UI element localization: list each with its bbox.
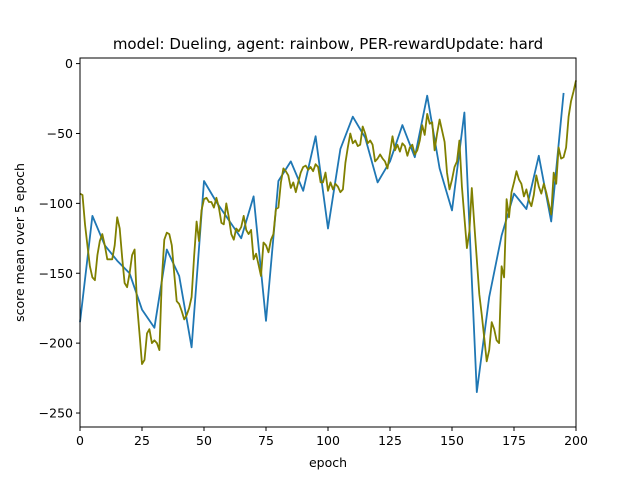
y-tick-label: −250: [39, 406, 73, 421]
x-tick-label: 50: [196, 433, 212, 448]
y-tick-label: −50: [47, 126, 73, 141]
y-axis-ticks: 0 −50 −100 −150 −200 −250: [39, 56, 80, 421]
plot-lines: [79, 80, 577, 394]
y-tick-label: −200: [39, 336, 73, 351]
y-tick-label: −150: [39, 266, 73, 281]
x-tick-label: 75: [258, 433, 274, 448]
chart-title: model: Dueling, agent: rainbow, PER-rewa…: [113, 35, 543, 53]
series-line-2: [79, 80, 577, 366]
x-tick-label: 100: [316, 433, 340, 448]
x-tick-label: 150: [440, 433, 464, 448]
y-axis-label: score mean over 5 epoch: [12, 163, 27, 322]
x-tick-label: 200: [564, 433, 588, 448]
x-tick-label: 0: [76, 433, 84, 448]
y-tick-label: −100: [39, 196, 73, 211]
y-tick-label: 0: [65, 56, 73, 71]
x-tick-label: 25: [134, 433, 150, 448]
x-tick-label: 175: [502, 433, 526, 448]
x-tick-label: 125: [378, 433, 402, 448]
x-axis-label: epoch: [309, 455, 347, 470]
x-axis-ticks: 0 25 50 75 100 125 150 175 200: [76, 427, 588, 448]
